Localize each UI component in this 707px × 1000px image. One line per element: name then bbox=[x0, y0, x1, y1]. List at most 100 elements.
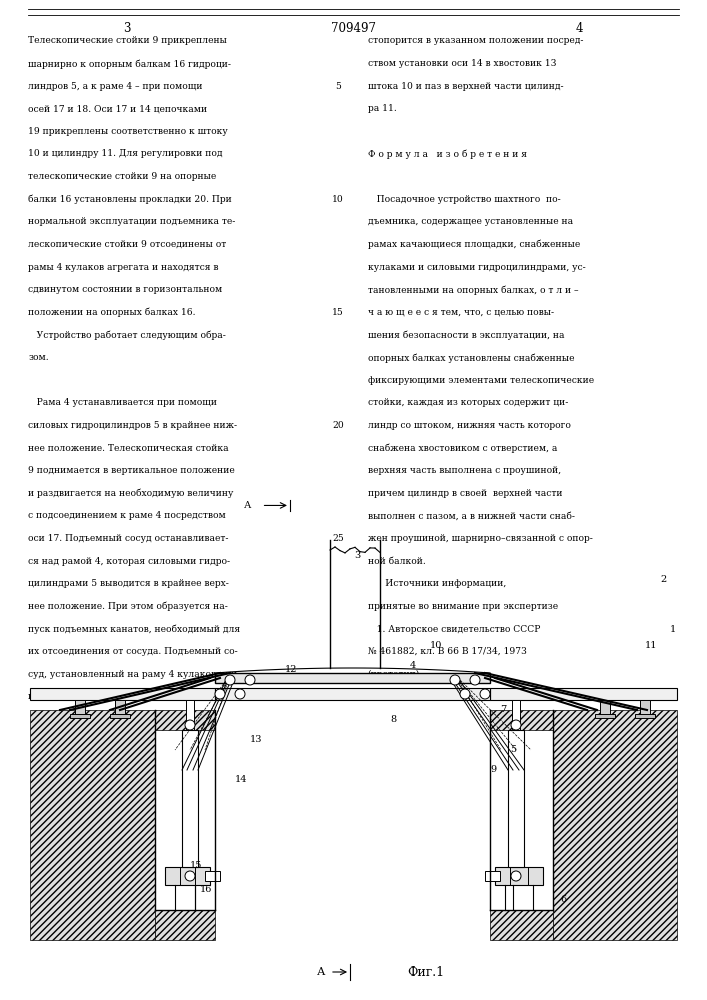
Bar bbox=[155, 710, 215, 730]
Text: рамы 4 кулаков агрегата и находятся в: рамы 4 кулаков агрегата и находятся в bbox=[28, 263, 218, 272]
Text: 12: 12 bbox=[285, 666, 298, 674]
Bar bbox=[490, 910, 553, 940]
Text: ной балкой.: ной балкой. bbox=[368, 557, 426, 566]
Text: стопорится в указанном положении посред-: стопорится в указанном положении посред- bbox=[368, 36, 583, 45]
Text: причем цилиндр в своей  верхней части: причем цилиндр в своей верхней части bbox=[368, 489, 562, 498]
Text: 6: 6 bbox=[560, 896, 566, 904]
Text: балки 16 установлены прокладки 20. При: балки 16 установлены прокладки 20. При bbox=[28, 195, 232, 204]
Bar bbox=[495, 867, 543, 885]
Circle shape bbox=[450, 675, 460, 685]
Text: Телескопические стойки 9 прикреплены: Телескопические стойки 9 прикреплены bbox=[28, 36, 227, 45]
Circle shape bbox=[245, 675, 255, 685]
Text: зом.: зом. bbox=[28, 353, 49, 362]
Text: 25: 25 bbox=[332, 534, 344, 543]
Text: кулаками и силовыми гидроцилиндрами, ус-: кулаками и силовыми гидроцилиндрами, ус- bbox=[368, 263, 585, 272]
Text: Фиг.1: Фиг.1 bbox=[407, 966, 444, 978]
Text: верхняя часть выполнена с проушиной,: верхняя часть выполнена с проушиной, bbox=[368, 466, 561, 475]
Text: Источники информации,: Источники информации, bbox=[368, 579, 506, 588]
Text: ся над рамой 4, которая силовыми гидро-: ся над рамой 4, которая силовыми гидро- bbox=[28, 557, 230, 566]
Text: 7: 7 bbox=[500, 706, 506, 714]
Bar bbox=[115, 700, 125, 715]
Circle shape bbox=[225, 675, 235, 685]
Text: ч а ю щ е е с я тем, что, с целью повы-: ч а ю щ е е с я тем, что, с целью повы- bbox=[368, 308, 554, 317]
Text: 10: 10 bbox=[430, 641, 443, 650]
Text: 14: 14 bbox=[235, 776, 247, 784]
Text: 4: 4 bbox=[576, 22, 583, 35]
Text: помощи четырех телескопических стоек 9: помощи четырех телескопических стоек 9 bbox=[28, 692, 235, 701]
Text: Посадочное устройство шахтного  по-: Посадочное устройство шахтного по- bbox=[368, 195, 561, 204]
Text: 13: 13 bbox=[250, 736, 262, 744]
Bar bbox=[512, 700, 520, 730]
Text: штока 10 и паз в верхней части цилинд-: штока 10 и паз в верхней части цилинд- bbox=[368, 82, 563, 91]
Text: 4: 4 bbox=[410, 660, 416, 670]
Text: 5: 5 bbox=[335, 82, 341, 91]
Text: 1. Авторское свидетельство СССР: 1. Авторское свидетельство СССР bbox=[368, 625, 540, 634]
Bar bbox=[508, 730, 524, 867]
Text: оси 17. Подъемный сосуд останавливает-: оси 17. Подъемный сосуд останавливает- bbox=[28, 534, 229, 543]
Text: сдвинутом состоянии в горизонтальном: сдвинутом состоянии в горизонтальном bbox=[28, 285, 223, 294]
Text: пуск подъемных канатов, необходимый для: пуск подъемных канатов, необходимый для bbox=[28, 625, 240, 634]
Text: и раздвигается на необходимую величину: и раздвигается на необходимую величину bbox=[28, 489, 233, 498]
Text: линдр со штоком, нижняя часть которого: линдр со штоком, нижняя часть которого bbox=[368, 421, 571, 430]
Text: № 461882, кл. В 66 В 17/34, 1973: № 461882, кл. В 66 В 17/34, 1973 bbox=[368, 647, 527, 656]
Text: А: А bbox=[244, 501, 251, 510]
Text: 2: 2 bbox=[660, 576, 666, 584]
Text: жен проушиной, шарнирно–связанной с опор-: жен проушиной, шарнирно–связанной с опор… bbox=[368, 534, 592, 543]
Text: 8: 8 bbox=[390, 716, 396, 724]
Text: 1: 1 bbox=[670, 626, 677, 635]
Text: 16: 16 bbox=[200, 886, 212, 894]
Bar bbox=[205, 871, 220, 881]
Text: 15: 15 bbox=[332, 308, 344, 317]
Bar bbox=[155, 910, 215, 940]
Circle shape bbox=[511, 871, 521, 881]
Bar bbox=[635, 714, 655, 718]
Text: дъемника, содержащее установленные на: дъемника, содержащее установленные на bbox=[368, 217, 573, 226]
Text: лескопические стойки 9 отсоединены от: лескопические стойки 9 отсоединены от bbox=[28, 240, 226, 249]
Text: силовых гидроцилиндров 5 в крайнее ниж-: силовых гидроцилиндров 5 в крайнее ниж- bbox=[28, 421, 238, 430]
Text: снабжена хвостовиком с отверстием, а: снабжена хвостовиком с отверстием, а bbox=[368, 444, 557, 453]
Circle shape bbox=[511, 720, 521, 730]
Text: выполнен с пазом, а в нижней части снаб-: выполнен с пазом, а в нижней части снаб- bbox=[368, 511, 575, 520]
Text: 3: 3 bbox=[354, 550, 361, 560]
Bar bbox=[215, 688, 490, 700]
Text: 19 прикреплены соответственно к штоку: 19 прикреплены соответственно к штоку bbox=[28, 127, 228, 136]
Bar bbox=[490, 710, 553, 730]
Bar bbox=[215, 673, 490, 683]
Text: тановленными на опорных балках, о т л и –: тановленными на опорных балках, о т л и … bbox=[368, 285, 578, 295]
Bar bbox=[485, 871, 500, 881]
Bar bbox=[182, 730, 198, 867]
Bar bbox=[595, 714, 615, 718]
Circle shape bbox=[480, 689, 490, 699]
Text: Ф о р м у л а   и з о б р е т е н и я: Ф о р м у л а и з о б р е т е н и я bbox=[368, 149, 527, 159]
Text: линдров 5, а к раме 4 – при помощи: линдров 5, а к раме 4 – при помощи bbox=[28, 82, 203, 91]
Text: 15: 15 bbox=[190, 860, 202, 869]
Text: 11: 11 bbox=[645, 641, 658, 650]
Text: А: А bbox=[317, 967, 325, 977]
Circle shape bbox=[185, 871, 195, 881]
Circle shape bbox=[470, 675, 480, 685]
Text: положении на опорных балках 16.: положении на опорных балках 16. bbox=[28, 308, 196, 317]
Text: 9 поднимается в вертикальное положение: 9 поднимается в вертикальное положение bbox=[28, 466, 235, 475]
Text: нее положение. При этом образуется на-: нее положение. При этом образуется на- bbox=[28, 602, 228, 611]
Text: осей 17 и 18. Оси 17 и 14 цепочками: осей 17 и 18. Оси 17 и 14 цепочками bbox=[28, 104, 207, 113]
Text: шения безопасности в эксплуатации, на: шения безопасности в эксплуатации, на bbox=[368, 330, 564, 340]
Circle shape bbox=[460, 689, 470, 699]
Text: их отсоединения от сосуда. Подъемный со-: их отсоединения от сосуда. Подъемный со- bbox=[28, 647, 238, 656]
Text: суд, установленный на раму 4 кулаков при: суд, установленный на раму 4 кулаков при bbox=[28, 670, 238, 679]
Bar bbox=[600, 700, 610, 715]
Text: цилиндрами 5 выводится в крайнее верх-: цилиндрами 5 выводится в крайнее верх- bbox=[28, 579, 229, 588]
Text: шарнирно к опорным балкам 16 гидроци-: шарнирно к опорным балкам 16 гидроци- bbox=[28, 59, 231, 69]
Bar bbox=[186, 700, 194, 730]
Text: ра 11.: ра 11. bbox=[368, 104, 397, 113]
Text: опорных балках установлены снабженные: опорных балках установлены снабженные bbox=[368, 353, 574, 363]
Text: Рама 4 устанавливается при помощи: Рама 4 устанавливается при помощи bbox=[28, 398, 217, 407]
Text: стойки, каждая из которых содержит ци-: стойки, каждая из которых содержит ци- bbox=[368, 398, 568, 407]
Text: 3: 3 bbox=[124, 22, 131, 35]
Text: фиксирующими элементами телескопические: фиксирующими элементами телескопические bbox=[368, 376, 594, 385]
Text: рамах качающиеся площадки, снабженные: рамах качающиеся площадки, снабженные bbox=[368, 240, 580, 249]
Bar bbox=[70, 714, 90, 718]
Text: 709497: 709497 bbox=[331, 22, 376, 35]
Text: телескопические стойки 9 на опорные: телескопические стойки 9 на опорные bbox=[28, 172, 216, 181]
Circle shape bbox=[215, 689, 225, 699]
Text: 5: 5 bbox=[510, 746, 516, 754]
